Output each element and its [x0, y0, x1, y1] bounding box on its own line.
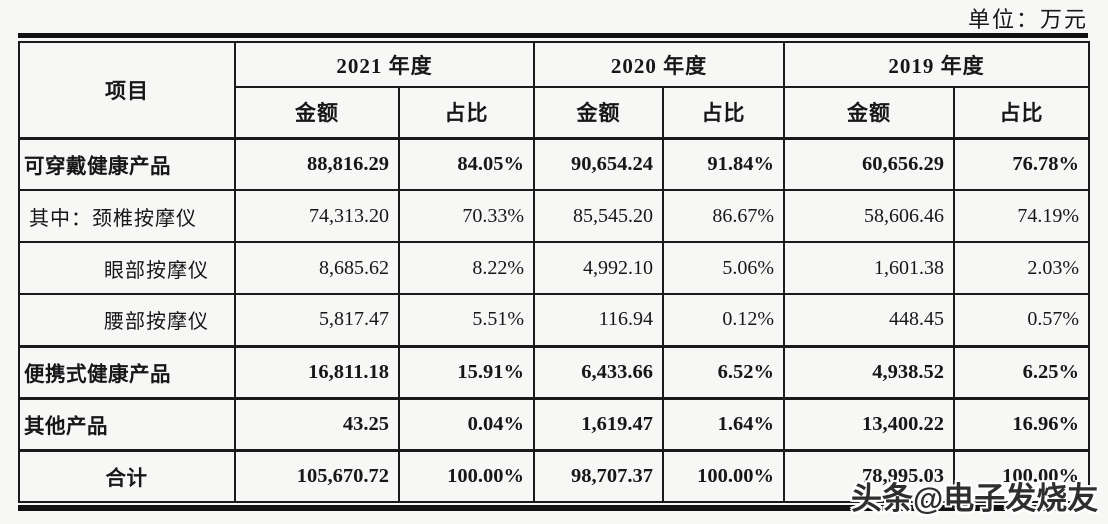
share-cell: 74.19% — [953, 189, 1090, 243]
share-cell: 84.05% — [398, 136, 535, 191]
table-row: 眼部按摩仪 8,685.62 8.22% 4,992.10 5.06% 1,601.38 2… — [18, 241, 1090, 295]
amount-cell: 60,656.29 — [783, 136, 955, 191]
table-row: 可穿戴健康产品 88,816.29 84.05% 90,654.24 91.84% 60,… — [18, 136, 1090, 191]
row-label: 其他产品 — [18, 396, 236, 451]
amount-cell: 16,811.18 — [234, 344, 400, 399]
row-label: 可穿戴健康产品 — [18, 136, 236, 191]
amount-cell: 78,995.03 — [783, 448, 955, 503]
amount-cell: 90,654.24 — [533, 136, 664, 191]
share-cell: 1.64% — [662, 396, 785, 451]
amount-cell: 448.45 — [783, 293, 955, 347]
share-cell: 86.67% — [662, 189, 785, 243]
share-cell: 5.51% — [398, 293, 535, 347]
share-cell: 0.04% — [398, 396, 535, 451]
share-cell: 15.91% — [398, 344, 535, 399]
column-header-amount-2019: 金额 — [783, 86, 955, 139]
unit-label: 单位：万元 — [967, 7, 1088, 32]
amount-cell: 105,670.72 — [234, 448, 400, 503]
table-body: 可穿戴健康产品 88,816.29 84.05% 90,654.24 91.84% 60,… — [18, 136, 1090, 503]
amount-cell: 1,601.38 — [783, 241, 955, 295]
amount-cell: 58,606.46 — [783, 189, 955, 243]
table-row: 便携式健康产品 16,811.18 15.91% 6,433.66 6.52% 4,938… — [18, 344, 1090, 399]
share-cell: 0.12% — [662, 293, 785, 347]
row-label: 合计 — [18, 448, 236, 503]
amount-cell: 8,685.62 — [234, 241, 400, 295]
column-header-year-2019: 2019 年度 — [783, 41, 1090, 88]
revenue-by-product-table: 项目 2021 年度 2020 年度 2019 年度 金额 占比 金额 占比 金… — [18, 41, 1090, 503]
table-bottom-rule — [18, 505, 1088, 511]
table-row: 其中：颈椎按摩仪 74,313.20 70.33% 85,545.20 86.67% 58… — [18, 189, 1090, 243]
column-header-year-2021: 2021 年度 — [234, 41, 535, 88]
amount-cell: 13,400.22 — [783, 396, 955, 451]
share-cell: 8.22% — [398, 241, 535, 295]
amount-cell: 1,619.47 — [533, 396, 664, 451]
column-header-amount-2020: 金额 — [533, 86, 664, 139]
watermark: 头条@电子发烧友 — [851, 481, 1099, 516]
column-header-share-2019: 占比 — [953, 86, 1090, 139]
amount-cell: 88,816.29 — [234, 136, 400, 191]
table-row: 合计 105,670.72 100.00% 98,707.37 100.00% 78,99… — [18, 448, 1090, 503]
amount-cell: 116.94 — [533, 293, 664, 347]
amount-cell: 43.25 — [234, 396, 400, 451]
row-label: 便携式健康产品 — [18, 344, 236, 399]
column-header-share-2021: 占比 — [398, 86, 535, 139]
share-cell: 16.96% — [953, 396, 1090, 451]
row-label: 眼部按摩仪 — [18, 241, 236, 295]
column-header-amount-2021: 金额 — [234, 86, 400, 139]
share-cell: 70.33% — [398, 189, 535, 243]
amount-cell: 85,545.20 — [533, 189, 664, 243]
share-cell: 76.78% — [953, 136, 1090, 191]
column-header-share-2020: 占比 — [662, 86, 785, 139]
share-cell: 6.25% — [953, 344, 1090, 399]
table-top-rule — [18, 33, 1088, 38]
column-header-item: 项目 — [18, 41, 236, 139]
share-cell: 100.00% — [662, 448, 785, 503]
amount-cell: 6,433.66 — [533, 344, 664, 399]
row-label: 腰部按摩仪 — [18, 293, 236, 347]
share-cell: 91.84% — [662, 136, 785, 191]
amount-cell: 4,938.52 — [783, 344, 955, 399]
amount-cell: 5,817.47 — [234, 293, 400, 347]
share-cell: 100.00% — [953, 448, 1090, 503]
table-row: 其他产品 43.25 0.04% 1,619.47 1.64% 13,400.22 16.9… — [18, 396, 1090, 451]
share-cell: 6.52% — [662, 344, 785, 399]
amount-cell: 74,313.20 — [234, 189, 400, 243]
revenue-table-container: 项目 2021 年度 2020 年度 2019 年度 金额 占比 金额 占比 金… — [18, 33, 1090, 511]
amount-cell: 4,992.10 — [533, 241, 664, 295]
row-label: 其中：颈椎按摩仪 — [18, 189, 236, 243]
column-header-year-2020: 2020 年度 — [533, 41, 785, 88]
share-cell: 100.00% — [398, 448, 535, 503]
share-cell: 0.57% — [953, 293, 1090, 347]
share-cell: 2.03% — [953, 241, 1090, 295]
share-cell: 5.06% — [662, 241, 785, 295]
amount-cell: 98,707.37 — [533, 448, 664, 503]
table-row: 腰部按摩仪 5,817.47 5.51% 116.94 0.12% 448.45 0.57% — [18, 293, 1090, 347]
